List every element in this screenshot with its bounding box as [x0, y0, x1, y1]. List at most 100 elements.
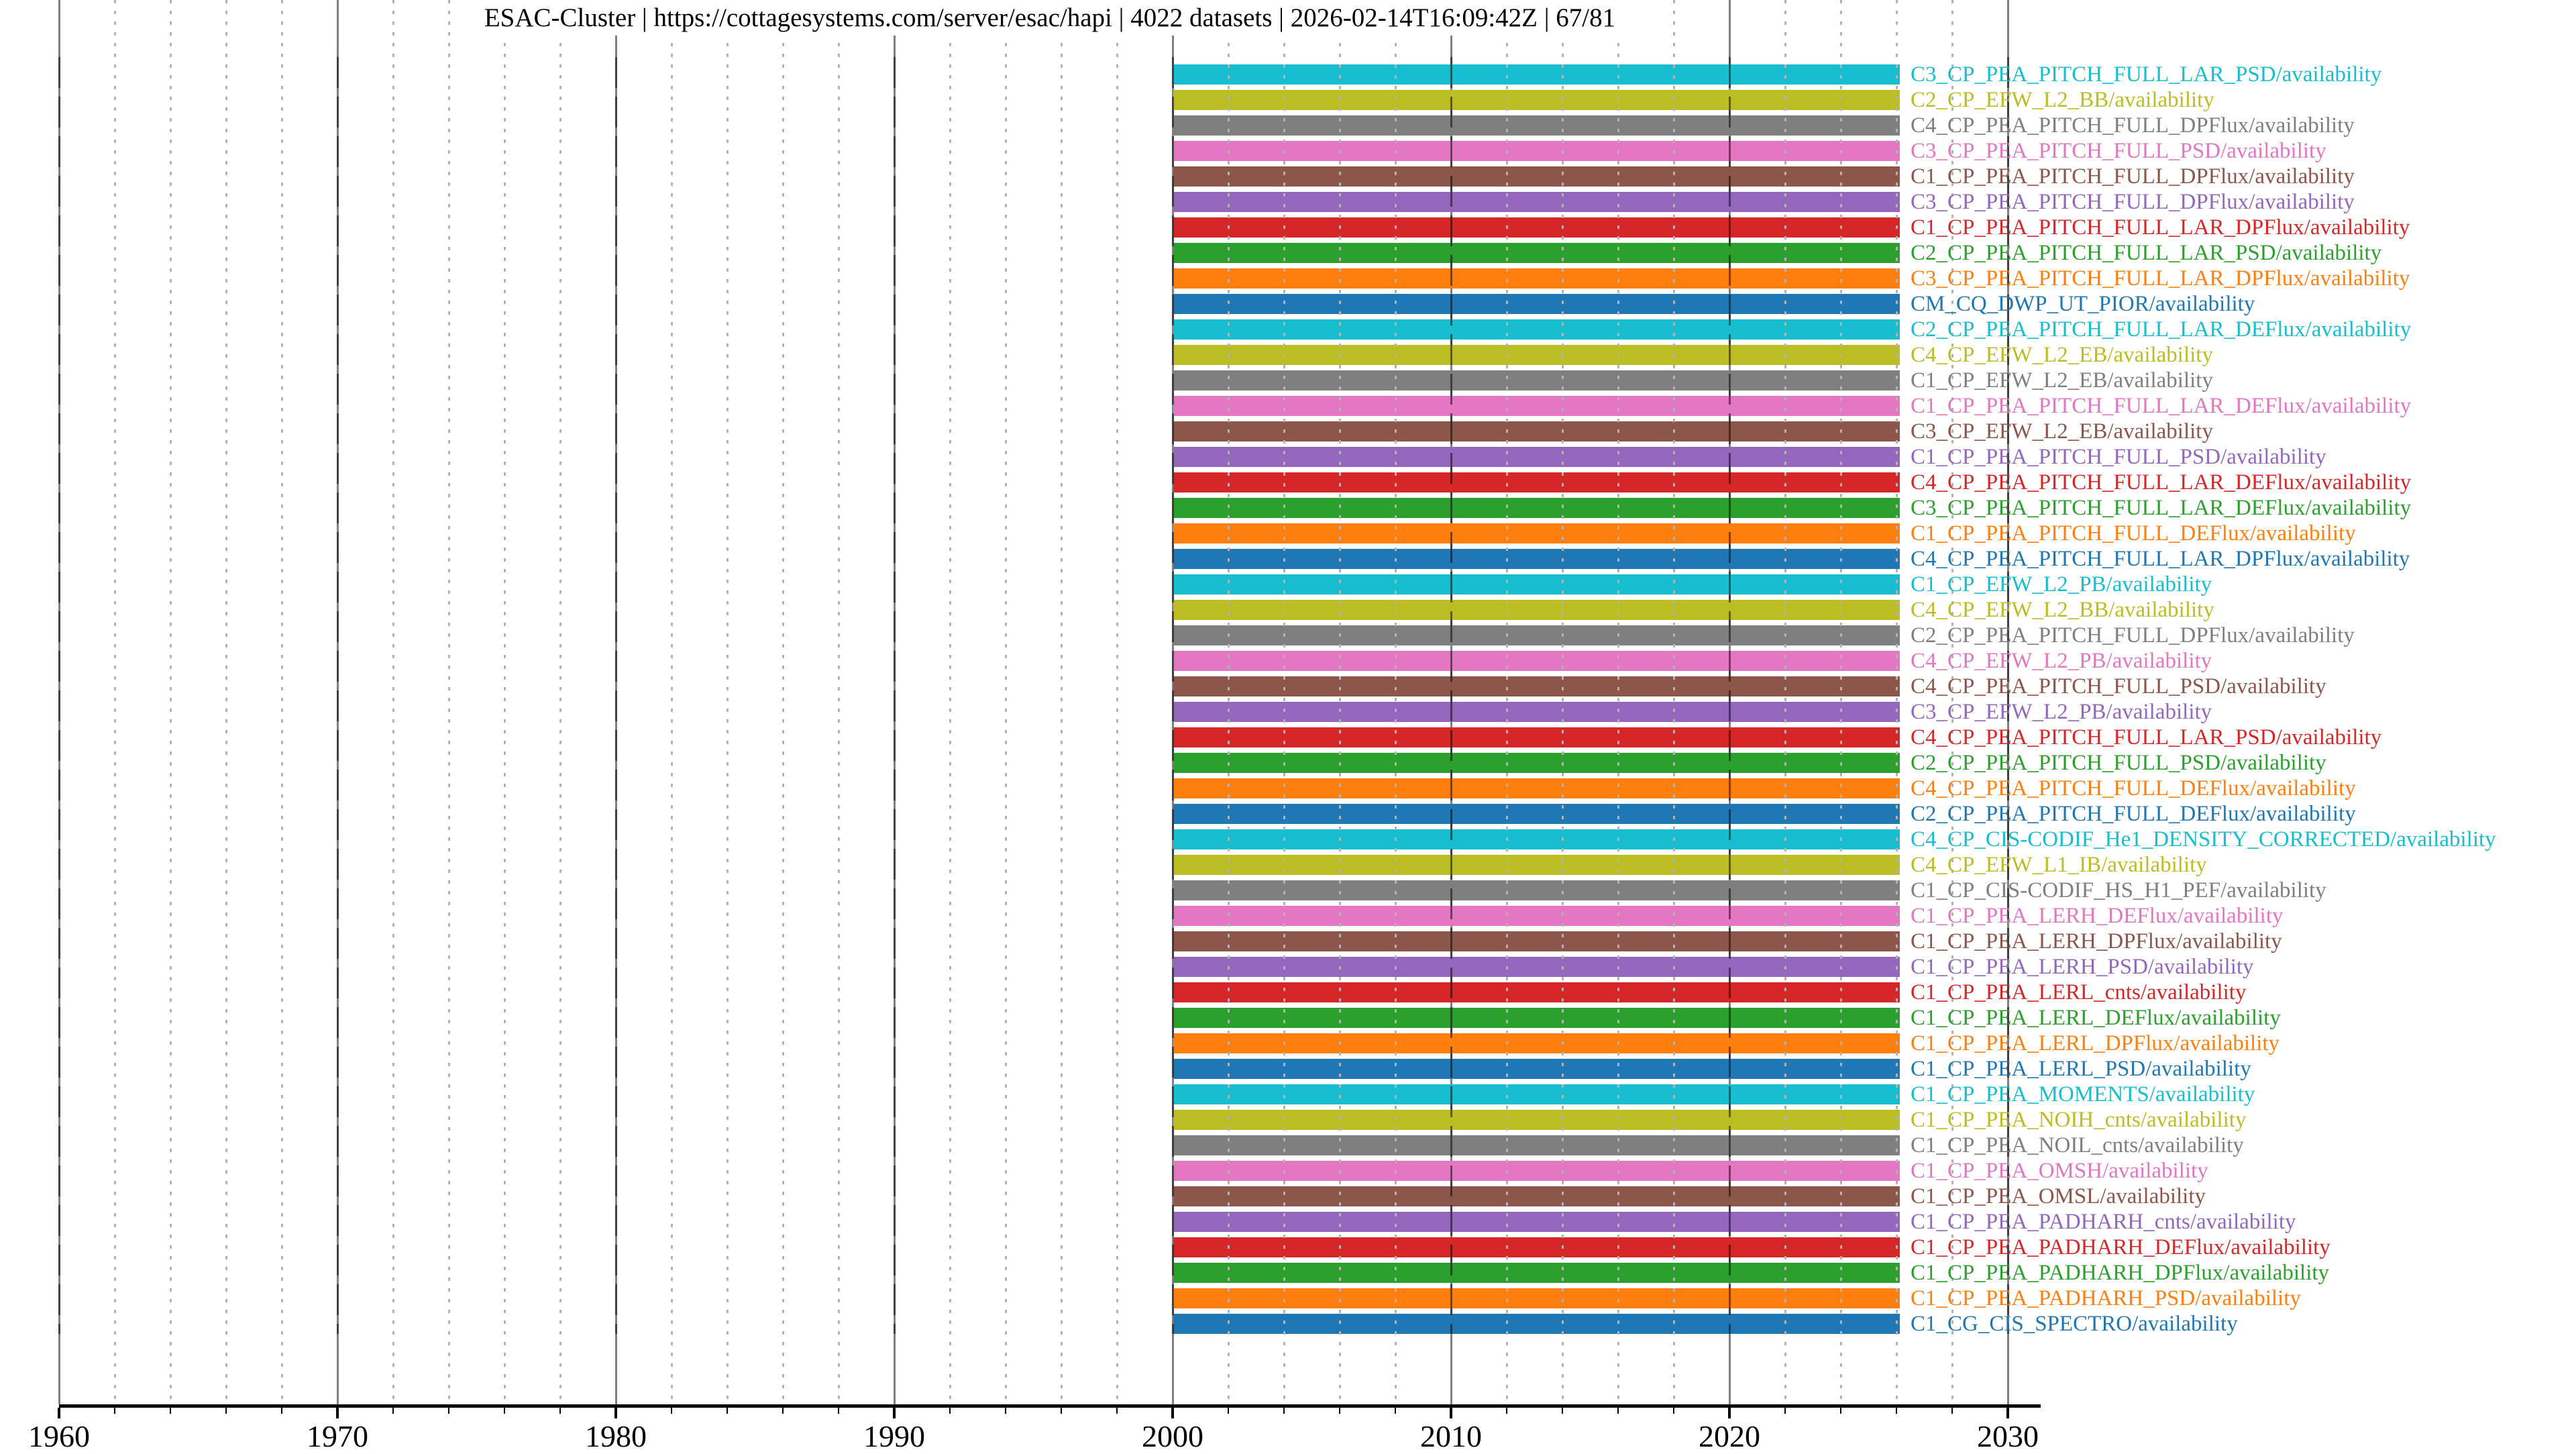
x-axis-minor-tick [1339, 1408, 1340, 1414]
dataset-label: C1_CP_PEA_PADHARH_cnts/availability [1911, 1210, 2296, 1234]
dataset-label: C4_CP_PEA_PITCH_FULL_DEFlux/availability [1911, 776, 2356, 800]
dataset-label: C4_CP_PEA_PITCH_FULL_PSD/availability [1911, 674, 2326, 698]
minor-gridline [949, 0, 951, 1404]
dataset-label: C1_CP_PEA_LERH_DPFlux/availability [1911, 929, 2282, 953]
x-axis-minor-tick [838, 1408, 839, 1414]
x-axis-minor-tick [1283, 1408, 1285, 1414]
x-tick-label: 2010 [1420, 1419, 1482, 1453]
availability-bar [1173, 625, 1900, 645]
dataset-label: C4_CP_PEA_PITCH_FULL_DPFlux/availability [1911, 113, 2355, 138]
availability-bar [1173, 472, 1900, 492]
minor-gridline [392, 0, 394, 1404]
availability-bar [1173, 982, 1900, 1002]
availability-bar [1173, 166, 1900, 187]
dataset-label: C1_CP_PEA_LERL_PSD/availability [1911, 1057, 2251, 1081]
dataset-label: C1_CP_PEA_PADHARH_PSD/availability [1911, 1286, 2301, 1310]
availability-bar [1173, 1263, 1900, 1283]
minor-gridline [1505, 0, 1508, 1404]
minor-gridline [1839, 0, 1842, 1404]
availability-bar [1173, 115, 1900, 136]
minor-gridline [1116, 0, 1118, 1404]
x-tick-label: 2000 [1142, 1419, 1203, 1453]
dataset-label: C1_CP_PEA_OMSH/availability [1911, 1159, 2208, 1183]
x-axis-minor-tick [1673, 1408, 1674, 1414]
minor-gridline [1561, 0, 1564, 1404]
dataset-label: C1_CP_EFW_L2_EB/availability [1911, 368, 2213, 393]
x-axis-minor-tick [1562, 1408, 1563, 1414]
availability-bar [1173, 574, 1900, 594]
decade-gridline-dash [1728, 57, 1731, 1334]
availability-bar [1173, 1237, 1900, 1257]
dataset-label: C3_CP_PEA_PITCH_FULL_LAR_DEFlux/availabi… [1911, 496, 2412, 520]
x-axis-line [59, 1404, 2041, 1408]
decade-gridline-dash [2006, 57, 2009, 1334]
decade-gridline-dash [893, 57, 896, 1334]
minor-gridline [503, 0, 506, 1404]
availability-bar [1173, 931, 1900, 951]
x-axis-major-tick [893, 1408, 896, 1418]
availability-bar [1173, 651, 1900, 671]
x-axis-minor-tick [504, 1408, 505, 1414]
x-axis-minor-tick [782, 1408, 784, 1414]
x-axis-minor-tick [1228, 1408, 1229, 1414]
availability-bar [1173, 1110, 1900, 1130]
dataset-label: C1_CG_CIS_SPECTRO/availability [1911, 1312, 2238, 1336]
dataset-label: C1_CP_PEA_OMSL/availability [1911, 1184, 2206, 1208]
dataset-label: C3_CP_EFW_L2_EB/availability [1911, 419, 2213, 444]
minor-gridline [1895, 0, 1898, 1404]
x-axis-minor-tick [1506, 1408, 1507, 1414]
x-axis-minor-tick [949, 1408, 951, 1414]
availability-bar [1173, 829, 1900, 849]
dataset-label: C1_CP_PEA_PITCH_FULL_DEFlux/availability [1911, 521, 2356, 546]
x-tick-label: 1990 [863, 1419, 925, 1453]
dataset-label: C4_CP_EFW_L1_IB/availability [1911, 853, 2207, 877]
x-axis-minor-tick [559, 1408, 561, 1414]
minor-gridline [670, 0, 673, 1404]
x-axis-major-tick [2006, 1408, 2009, 1418]
x-tick-label: 2030 [1977, 1419, 2039, 1453]
minor-gridline [1617, 0, 1619, 1404]
availability-bar [1173, 778, 1900, 798]
minor-gridline [837, 0, 840, 1404]
availability-bar [1173, 345, 1900, 365]
availability-bar [1173, 396, 1900, 416]
minor-gridline [1951, 0, 1953, 1404]
x-axis-minor-tick [114, 1408, 115, 1414]
minor-gridline [726, 0, 729, 1404]
dataset-label: C1_CP_PEA_PITCH_FULL_LAR_DPFlux/availabi… [1911, 215, 2410, 240]
minor-gridline [1060, 0, 1063, 1404]
availability-bar [1173, 498, 1900, 518]
x-tick-label: 1960 [28, 1419, 90, 1453]
x-axis-major-tick [58, 1408, 60, 1418]
x-axis-minor-tick [1061, 1408, 1062, 1414]
availability-bar [1173, 1033, 1900, 1053]
dataset-label: C1_CP_PEA_NOIH_cnts/availability [1911, 1108, 2247, 1132]
decade-gridline-dash [58, 57, 60, 1334]
availability-bar [1173, 1212, 1900, 1232]
decade-gridline-dash [336, 57, 339, 1334]
availability-bar [1173, 549, 1900, 569]
dataset-label: C1_CP_PEA_LERL_cnts/availability [1911, 980, 2247, 1004]
minor-gridline [1394, 0, 1397, 1404]
availability-bar [1173, 855, 1900, 875]
dataset-label: C4_CP_EFW_L2_EB/availability [1911, 343, 2213, 367]
x-axis-minor-tick [671, 1408, 672, 1414]
availability-bar [1173, 600, 1900, 620]
availability-bar [1173, 880, 1900, 900]
availability-bar [1173, 421, 1900, 442]
availability-bar [1173, 1135, 1900, 1155]
minor-gridline [1784, 0, 1786, 1404]
availability-bar [1173, 90, 1900, 110]
minor-gridline [1338, 0, 1341, 1404]
minor-gridline [225, 0, 227, 1404]
dataset-label: C1_CP_PEA_PITCH_FULL_LAR_DEFlux/availabi… [1911, 394, 2412, 418]
plot-title: ESAC-Cluster | https://cottagesystems.co… [473, 0, 1627, 36]
dataset-label: C4_CP_PEA_PITCH_FULL_LAR_DEFlux/availabi… [1911, 470, 2412, 495]
x-axis-minor-tick [1116, 1408, 1118, 1414]
x-axis-major-tick [1450, 1408, 1452, 1418]
x-tick-label: 1970 [307, 1419, 368, 1453]
x-axis-minor-tick [1840, 1408, 1841, 1414]
minor-gridline [1227, 0, 1230, 1404]
dataset-label: C1_CP_PEA_LERH_PSD/availability [1911, 955, 2254, 979]
